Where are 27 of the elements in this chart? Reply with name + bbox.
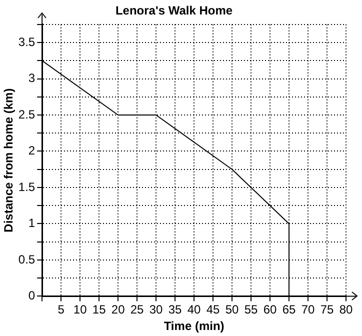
y-tick-label: 2.5	[18, 107, 36, 122]
y-tick-label: 1.5	[18, 180, 36, 194]
x-tick-label: 60	[263, 302, 278, 317]
x-tick-label: 35	[168, 302, 182, 317]
x-tick-label: 25	[130, 302, 144, 317]
y-tick-label: 2	[28, 144, 36, 158]
chart-title: Lenora's Walk Home	[115, 4, 233, 18]
x-tick-label: 40	[187, 302, 202, 317]
x-tick-label: 10	[73, 302, 88, 317]
x-tick-label: 65	[282, 302, 296, 317]
y-axis-title: Distance from home (km)	[2, 88, 16, 232]
x-tick-label: 70	[301, 302, 316, 317]
y-tick-label: 3	[28, 71, 36, 86]
x-tick-label: 50	[225, 302, 240, 317]
x-tick-label: 80	[339, 302, 353, 317]
x-tick-label: 20	[111, 302, 126, 317]
x-axis-title: Time (min)	[164, 319, 224, 334]
y-tick-label: 1	[28, 216, 36, 230]
y-tick-label: 0	[28, 288, 36, 303]
x-tick-label: 30	[149, 302, 164, 317]
y-tick-label: 0.5	[18, 252, 36, 266]
x-tick-label: 15	[92, 302, 106, 317]
x-tick-label: 55	[244, 302, 258, 317]
x-tick-label: 45	[206, 302, 220, 317]
x-tick-label: 75	[320, 302, 334, 317]
x-tick-label: 5	[58, 302, 65, 317]
y-tick-label: 3.5	[18, 34, 36, 49]
